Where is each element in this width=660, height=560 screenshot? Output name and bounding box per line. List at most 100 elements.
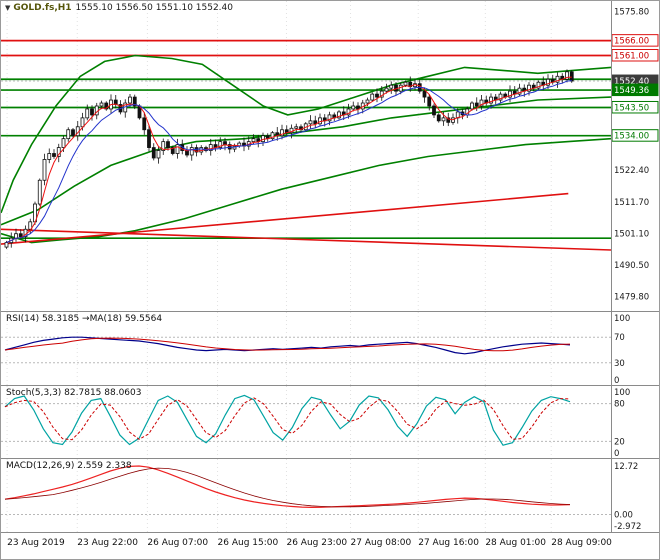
candle-body	[175, 144, 180, 154]
candle-body	[489, 96, 493, 104]
rsi-line[interactable]	[4, 336, 571, 355]
candles	[4, 69, 574, 249]
candle-body	[565, 71, 569, 80]
candle-body	[327, 114, 332, 122]
macd-line[interactable]	[4, 465, 571, 509]
red-trendline-down[interactable]	[1, 228, 612, 251]
time-label: 23 Aug 22:00	[77, 538, 138, 548]
red-trendline-up[interactable]	[1, 192, 569, 245]
candle-body	[28, 221, 33, 230]
candle-body	[308, 120, 313, 125]
indicator-scale-label: 0	[614, 449, 619, 459]
ma-line[interactable]	[6, 76, 572, 244]
candle-body	[47, 153, 52, 160]
price-badge-value: 1552.40	[614, 77, 649, 87]
overlay-lines	[1, 54, 612, 251]
ma-line[interactable]	[6, 80, 572, 244]
candle-body	[318, 117, 322, 125]
time-axis[interactable]: 23 Aug 2019 23 Aug 22:00 26 Aug 07:00 26 Au…	[1, 533, 659, 558]
macd-panel-canvas[interactable]: 12.72 0.00-2.972	[1, 459, 659, 533]
candle-body	[104, 102, 109, 110]
indicator-scale-label: 0.00	[614, 511, 633, 521]
rsi-panel: RSI(14) 58.3185 →MA(18) 59.5564 100 70 30 0	[1, 312, 659, 386]
candle-body	[61, 138, 66, 148]
candle-body	[365, 99, 370, 104]
candle-body	[555, 75, 560, 83]
lower-band[interactable]	[1, 137, 612, 244]
candle-body	[389, 84, 394, 89]
candle-body	[99, 102, 104, 107]
time-label: 28 Aug 01:00	[485, 538, 547, 548]
macd-label: MACD(12,26,9) 2.559 2.338	[6, 461, 132, 471]
candle-body	[37, 179, 42, 205]
candle-body	[403, 81, 408, 86]
indicator-scale-label: 100	[614, 388, 630, 398]
horizontal-lines	[1, 39, 611, 240]
candle-body	[370, 93, 375, 101]
candle-body	[218, 141, 223, 148]
symbol-label: GOLD.fs,H1	[13, 3, 72, 13]
stoch-label: Stoch(5,3,3) 82.7815 88.0603	[6, 388, 142, 398]
candle-body	[498, 93, 503, 101]
time-label: 23 Aug 2019	[7, 538, 65, 548]
upper-band[interactable]	[1, 54, 612, 214]
candle-body	[422, 90, 427, 98]
candle-body	[142, 117, 147, 131]
ohlc-values: 1555.10 1556.50 1551.10 1552.40	[75, 3, 233, 13]
candle-body	[351, 105, 356, 110]
candle-body	[14, 233, 18, 239]
candle-body	[161, 141, 166, 151]
indicator-scale-label: 80	[614, 400, 625, 410]
candle-body	[270, 132, 275, 140]
candle-body	[569, 71, 574, 82]
candle-body	[166, 141, 170, 148]
candle-body	[132, 96, 137, 107]
candle-body	[52, 153, 56, 157]
candle-body	[280, 129, 284, 137]
candle-body	[536, 81, 541, 89]
candle-body	[208, 144, 213, 151]
candle-body	[294, 126, 299, 129]
time-label: 27 Aug 08:00	[350, 538, 412, 548]
candle-body	[128, 96, 132, 104]
candle-body	[66, 129, 71, 140]
stoch-k-line[interactable]	[4, 394, 571, 446]
indicator-scale-label: 70	[614, 333, 625, 343]
price-axis-label: 1479.80	[614, 293, 649, 303]
candle-body	[85, 108, 90, 119]
candle-body	[384, 87, 389, 92]
price-axis-label: 1511.70	[614, 198, 649, 208]
candle-body	[42, 159, 47, 181]
macd-panel: MACD(12,26,9) 2.559 2.338 12.72 0.00 -2.97…	[1, 459, 659, 533]
candle-body	[90, 108, 94, 116]
candle-body	[337, 111, 341, 119]
candle-body	[18, 233, 23, 238]
candle-body	[189, 147, 194, 156]
candle-body	[356, 105, 360, 110]
candle-body	[170, 147, 175, 154]
indicator-scale-label: 0	[614, 376, 619, 386]
candle-body	[446, 117, 451, 123]
chart-menu-icon[interactable]: ▼	[5, 4, 11, 12]
candle-body	[479, 99, 484, 107]
candle-body	[427, 96, 432, 107]
indicator-scale-label: 12.72	[614, 462, 638, 472]
candle-body	[147, 129, 151, 148]
rsi-label: RSI(14) 58.3185 →MA(18) 59.5564	[6, 314, 163, 324]
rsi-panel-canvas[interactable]: 100 70 30 0	[1, 312, 659, 386]
stoch-panel-canvas[interactable]: 100 80 20 0	[1, 386, 659, 459]
candle-body	[313, 120, 318, 125]
stoch-d-line[interactable]	[4, 397, 571, 441]
indicator-scale-label: 20	[614, 437, 625, 447]
main-chart-panel: ▼ GOLD.fs,H1 1555.10 1556.50 1551.10 1552.…	[1, 1, 659, 312]
time-label: 26 Aug 07:00	[147, 538, 209, 548]
candle-body	[156, 150, 161, 159]
price-badge-value: 1543.50	[614, 103, 649, 113]
macd-signal-line[interactable]	[4, 467, 571, 508]
rsi-ma-line[interactable]	[4, 337, 571, 352]
price-axis-label: 1490.50	[614, 261, 649, 271]
price-badge-value: 1534.00	[614, 132, 649, 142]
stoch-panel: Stoch(5,3,3) 82.7815 88.0603 100 80 20 0	[1, 386, 659, 459]
main-chart-canvas[interactable]: 1575.80 1522.40 1511.70 1501.10 1490.50 1479.…	[1, 1, 659, 312]
time-label: 26 Aug 23:00	[286, 538, 348, 548]
